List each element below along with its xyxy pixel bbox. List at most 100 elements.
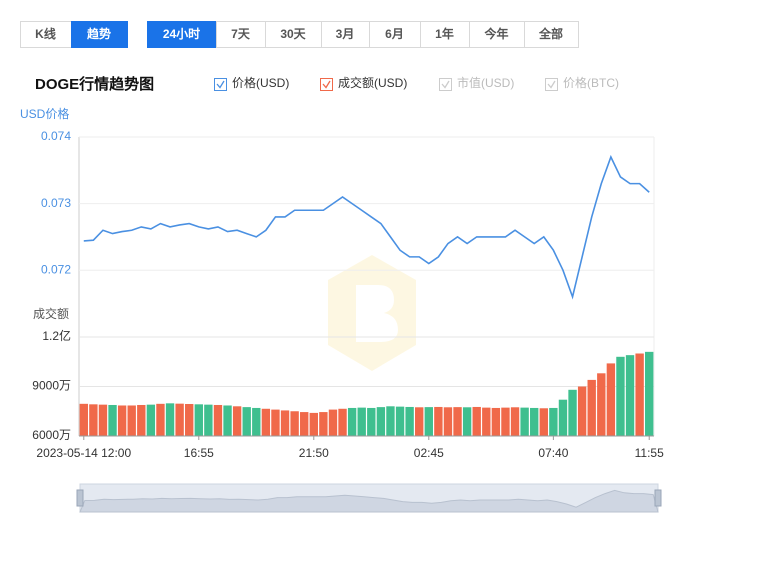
legend-label[interactable]: 价格(BTC) [563,75,619,90]
tab-label[interactable]: 24小时 [163,26,200,41]
volume-bar [79,403,88,436]
tab-button[interactable] [524,21,579,48]
zoom-handle[interactable] [76,489,84,507]
volume-bar [108,404,117,436]
title: DOGE行情趋势图 [35,75,154,93]
y-tick-label: 0.074 [41,129,71,143]
volume-bar [645,351,654,436]
legend-checkbox[interactable] [320,78,333,91]
volume-bar [290,411,299,436]
volume-bar [309,412,318,436]
volume-bar [501,407,510,436]
zoom-overview [79,489,659,513]
tab-button[interactable] [321,21,370,48]
check-mark [547,80,556,89]
volume-bar [89,404,98,436]
volume-bar [434,406,443,436]
tab-button[interactable] [369,21,421,48]
tab-label[interactable]: 6月 [385,27,404,41]
volume-bar [319,412,328,436]
volume-bar [98,404,108,436]
volume-bar [204,404,213,436]
volume-bar [577,386,587,436]
check-mark [322,80,331,89]
tab-button[interactable] [71,21,128,48]
tab-label[interactable]: 3月 [336,27,355,41]
tab-button[interactable] [420,21,470,48]
legend-checkbox[interactable] [439,78,452,91]
legend-label[interactable]: 市值(USD) [457,75,514,90]
x-tick-label: 2023-05-14 12:00 [36,446,131,460]
volume-bar [280,410,290,436]
volume-bar [472,406,481,436]
volume-bar [443,407,453,436]
legend-checkbox[interactable] [214,78,227,91]
volume-bar [625,355,635,436]
tab-label[interactable]: 1年 [435,26,454,41]
volume-bar [328,409,338,436]
volume-bar [137,404,146,436]
volume-bar [213,404,223,436]
volume-bar [415,407,424,436]
check-mark [441,80,450,89]
volume-bar [587,379,596,436]
volume-bar [462,407,472,436]
watermark [328,255,416,371]
y-tick-label: 9000万 [32,379,71,393]
x-tick-label: 07:40 [538,446,568,460]
volume-bar [271,409,280,436]
zoom-handle[interactable] [654,489,662,507]
y-tick-label: 0.072 [41,262,71,276]
tab-label[interactable]: 30天 [280,27,306,41]
volume-bar [597,373,606,436]
volume-bar [165,403,175,436]
volume-bar [491,407,501,436]
volume-bar [300,412,309,436]
volume-bar [347,407,357,436]
x-tick-label: 11:55 [635,446,664,460]
volume-bar [616,356,625,436]
tab-label[interactable]: 全部 [538,26,563,41]
volume-bar [530,407,539,436]
volume-bar [453,407,462,436]
volume-bar [185,403,194,436]
volume-bar [405,406,414,436]
tab-button[interactable] [265,21,322,48]
tab-button[interactable] [469,21,525,48]
volume-bar [635,353,644,436]
legend-checkbox[interactable] [545,78,558,91]
y-tick-label: 0.073 [41,196,71,210]
volume-bar [127,405,136,436]
volume-bar [424,407,433,436]
volume-bar [376,407,386,436]
volume-bar [252,407,261,436]
volume-bar [261,408,271,436]
volume-bar [175,403,184,436]
volume-bar [194,404,203,436]
volume-bar [242,407,251,436]
x-tick-label: 02:45 [414,446,444,460]
volume-bar [338,408,347,436]
tab-label[interactable]: 趋势 [87,26,111,41]
y-axis-label: USD价格 [20,106,69,121]
check-mark [216,80,225,89]
y-tick-label: 1.2亿 [42,328,71,343]
x-tick-label: 16:55 [184,446,214,460]
volume-bar [482,407,491,436]
volume-bar [146,404,156,436]
tab-label[interactable]: 今年 [483,26,508,41]
legend-label[interactable]: 价格(USD) [232,75,289,90]
volume-bar [539,408,548,436]
y-tick-label: 6000万 [32,428,71,442]
volume-bar [549,407,558,436]
volume-bar [558,399,568,436]
volume-bar [117,405,127,436]
legend-label[interactable]: 成交额(USD) [338,75,407,90]
tab-label[interactable]: 7天 [231,27,251,41]
tab-label[interactable]: K线 [35,26,56,41]
volume-bar [395,406,405,436]
price-line [83,154,650,300]
volume-bar [223,405,232,436]
volume-bar [156,403,165,436]
